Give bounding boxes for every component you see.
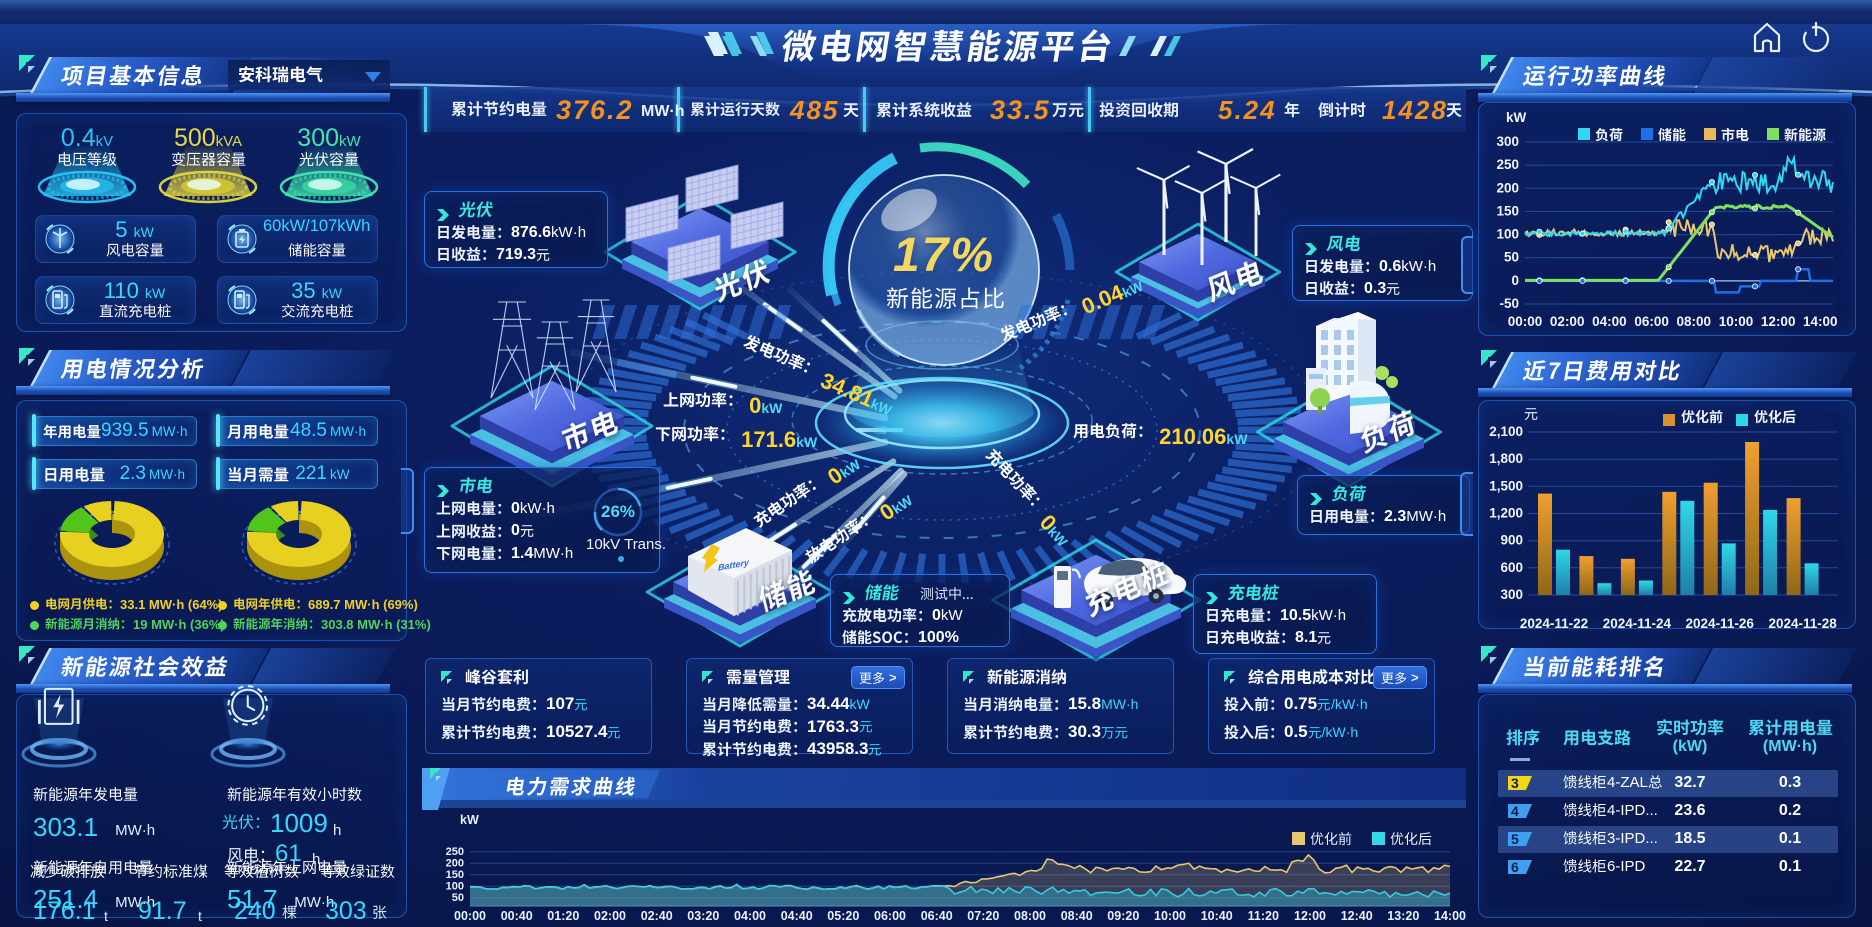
svg-text:kW: kW [1506, 110, 1527, 125]
svg-text:13:20: 13:20 [1387, 909, 1419, 923]
svg-text:300: 300 [1500, 587, 1523, 602]
svg-text:150: 150 [1496, 203, 1519, 218]
svg-text:2024-11-28: 2024-11-28 [1768, 616, 1837, 631]
svg-text:02:40: 02:40 [641, 909, 673, 923]
svg-text:1,500: 1,500 [1489, 478, 1523, 493]
svg-text:08:00: 08:00 [1014, 909, 1046, 923]
svg-text:02:00: 02:00 [1550, 314, 1585, 329]
svg-text:-50: -50 [1499, 296, 1519, 311]
svg-text:09:20: 09:20 [1107, 909, 1139, 923]
svg-text:2024-11-22: 2024-11-22 [1520, 616, 1588, 631]
svg-text:12:00: 12:00 [1294, 909, 1326, 923]
svg-text:200: 200 [1496, 180, 1519, 195]
svg-text:100: 100 [1496, 227, 1519, 242]
svg-text:14:00: 14:00 [1434, 909, 1466, 923]
svg-text:100: 100 [446, 881, 464, 893]
svg-text:07:20: 07:20 [967, 909, 999, 923]
svg-text:00:00: 00:00 [1508, 314, 1543, 329]
svg-text:08:00: 08:00 [1677, 314, 1712, 329]
svg-text:1,200: 1,200 [1489, 506, 1523, 521]
svg-text:250: 250 [446, 846, 464, 858]
svg-text:00:40: 00:40 [501, 909, 533, 923]
svg-text:06:00: 06:00 [1634, 314, 1669, 329]
svg-text:0: 0 [1511, 273, 1519, 288]
svg-text:04:40: 04:40 [781, 909, 813, 923]
svg-text:10:40: 10:40 [1201, 909, 1233, 923]
svg-text:04:00: 04:00 [734, 909, 766, 923]
svg-text:250: 250 [1496, 157, 1519, 172]
svg-text:1,800: 1,800 [1489, 451, 1523, 466]
svg-text:06:40: 06:40 [921, 909, 953, 923]
svg-text:11:20: 11:20 [1248, 909, 1279, 923]
svg-text:00:00: 00:00 [454, 909, 486, 923]
svg-text:kW: kW [460, 813, 479, 827]
svg-text:02:00: 02:00 [594, 909, 626, 923]
svg-text:12:00: 12:00 [1761, 314, 1796, 329]
svg-text:2,100: 2,100 [1489, 424, 1523, 439]
svg-text:50: 50 [1504, 250, 1519, 265]
svg-text:2024-11-26: 2024-11-26 [1686, 616, 1755, 631]
svg-text:10:00: 10:00 [1719, 314, 1754, 329]
svg-text:06:00: 06:00 [874, 909, 906, 923]
svg-text:2024-11-24: 2024-11-24 [1603, 616, 1672, 631]
svg-text:03:20: 03:20 [687, 909, 719, 923]
svg-text:600: 600 [1500, 560, 1523, 575]
svg-text:12:40: 12:40 [1341, 909, 1373, 923]
svg-text:04:00: 04:00 [1592, 314, 1627, 329]
svg-text:200: 200 [446, 858, 464, 870]
svg-text:900: 900 [1500, 533, 1523, 548]
svg-text:300: 300 [1496, 134, 1519, 149]
svg-text:05:20: 05:20 [827, 909, 859, 923]
svg-text:14:00: 14:00 [1803, 314, 1838, 329]
svg-text:08:40: 08:40 [1061, 909, 1093, 923]
svg-text:50: 50 [452, 892, 464, 904]
svg-text:10:00: 10:00 [1154, 909, 1186, 923]
svg-text:150: 150 [446, 869, 464, 881]
svg-text:01:20: 01:20 [547, 909, 579, 923]
